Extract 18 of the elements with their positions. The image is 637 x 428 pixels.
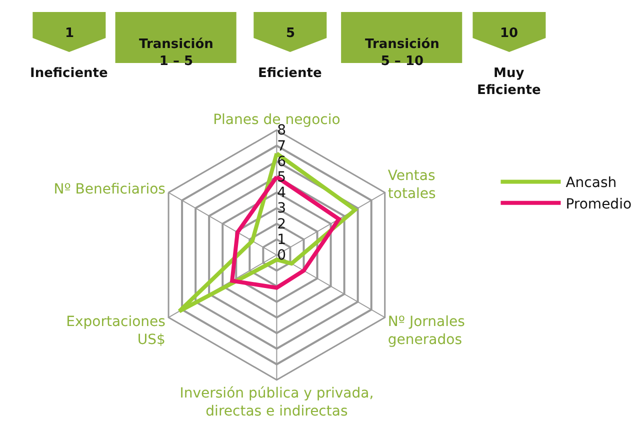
- y-tick-label: 6: [277, 154, 286, 170]
- y-tick-label: 4: [277, 185, 286, 202]
- spoke-label: Exportaciones US$: [66, 314, 166, 348]
- legend-label: Promedio: [566, 196, 632, 212]
- text: Eficiente: [258, 66, 322, 81]
- y-tick-label: 2: [277, 216, 286, 232]
- legend-label: Ancash: [566, 175, 617, 192]
- spoke-label: Ventas totales: [388, 168, 436, 202]
- spoke-label: Nº Beneficiarios: [54, 182, 166, 198]
- text: Ineficiente: [30, 66, 108, 81]
- y-tick-label: 1: [277, 232, 286, 248]
- spoke-label: Inversión pública y privada, directas e indirectas: [180, 385, 374, 420]
- y-tick-label: 7: [277, 138, 286, 154]
- text: Muy Eficiente: [477, 66, 541, 98]
- spoke-label: Nº Jornales generados: [388, 314, 465, 348]
- text: 1: [65, 26, 74, 41]
- text: 10: [500, 26, 518, 41]
- y-tick-label: 3: [277, 200, 286, 217]
